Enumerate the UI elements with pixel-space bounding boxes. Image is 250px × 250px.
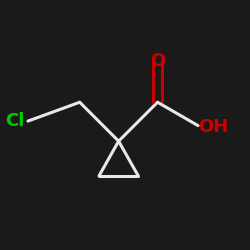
Text: O: O bbox=[150, 52, 165, 70]
Text: OH: OH bbox=[198, 118, 228, 136]
Text: Cl: Cl bbox=[5, 112, 24, 130]
